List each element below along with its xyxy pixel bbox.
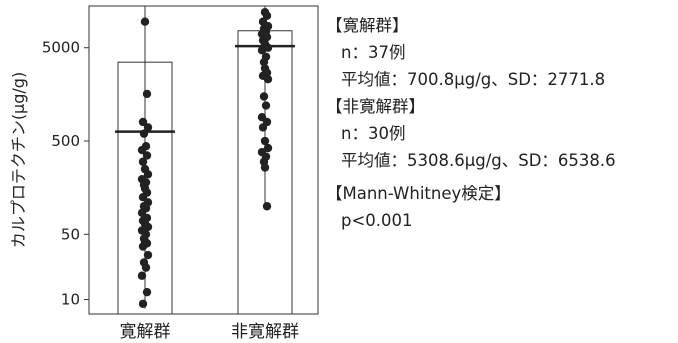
- data-point: [138, 299, 148, 309]
- test-p-value: p<0.001: [341, 211, 413, 230]
- group2-mean-sd: 平均値：5308.6μg/g、SD：6538.6: [341, 151, 616, 170]
- data-point: [259, 57, 269, 67]
- data-point: [137, 145, 147, 155]
- data-point: [142, 287, 152, 297]
- stats-panel: 【寛解群】 n：37例 平均値：700.8μg/g、SD：2771.8 【非寛解…: [326, 12, 616, 234]
- data-point: [143, 123, 153, 132]
- y-tick-label: 50: [61, 225, 80, 243]
- data-point: [260, 163, 270, 172]
- x-category-label: 非寛解群: [231, 322, 299, 342]
- data-point: [142, 89, 152, 99]
- data-point: [138, 193, 148, 202]
- plot-area: 10 50 500 5000 カルプロテクチン(μg/g) 寛解群 非寛解群: [9, 5, 319, 342]
- data-point: [139, 129, 149, 138]
- data-point: [137, 271, 147, 280]
- data-point: [258, 123, 268, 132]
- calprotectin-chart: 10 50 500 5000 カルプロテクチン(μg/g) 寛解群 非寛解群: [9, 5, 319, 342]
- group2-title: 【非寛解群】: [326, 97, 425, 116]
- data-point: [142, 151, 152, 160]
- data-point: [138, 157, 148, 166]
- y-tick-label: 500: [51, 132, 80, 150]
- data-point: [143, 250, 153, 260]
- y-tick-label: 5000: [42, 39, 80, 57]
- data-point: [262, 11, 272, 20]
- data-point: [138, 117, 148, 127]
- data-point: [263, 143, 273, 153]
- plot-frame: [88, 5, 319, 315]
- data-point: [263, 74, 273, 84]
- group1-mean-sd: 平均値：700.8μg/g、SD：2771.8: [341, 70, 606, 89]
- data-point: [141, 263, 151, 272]
- x-category-label: 寛解群: [120, 322, 171, 342]
- y-axis-label: カルプロテクチン(μg/g): [9, 72, 28, 248]
- group2-n: n：30例: [341, 124, 406, 143]
- data-point: [257, 46, 267, 55]
- data-point: [260, 136, 270, 146]
- group1-n: n：37例: [341, 43, 406, 62]
- data-point: [140, 17, 150, 26]
- y-tick-label: 10: [61, 291, 80, 309]
- group1-title: 【寛解群】: [326, 16, 409, 35]
- data-point: [261, 101, 271, 110]
- data-point: [259, 92, 269, 101]
- test-title: 【Mann-Whitney検定】: [326, 184, 511, 203]
- data-point: [262, 202, 272, 211]
- data-point: [143, 170, 153, 179]
- data-point: [138, 242, 148, 251]
